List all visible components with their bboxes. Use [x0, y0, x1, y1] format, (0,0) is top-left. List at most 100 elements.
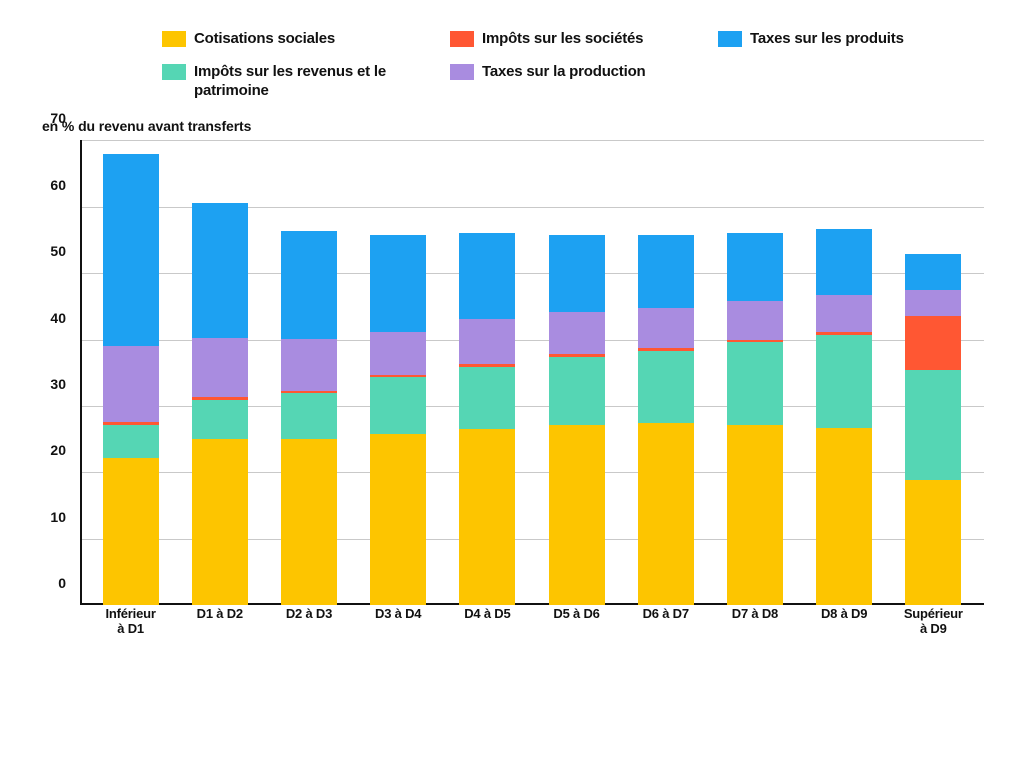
- bar-column: [549, 235, 605, 606]
- bar-segment-taxes-production: [727, 301, 783, 340]
- bars-container: [80, 140, 984, 605]
- legend-label: Taxes sur la production: [482, 63, 646, 82]
- bar-segment-taxes-production: [281, 339, 337, 391]
- bar-segment-taxes-produits: [727, 233, 783, 301]
- bar-segment-cotisations-sociales: [192, 439, 248, 605]
- bar-column: [905, 254, 961, 605]
- bar-segment-taxes-produits: [905, 254, 961, 291]
- bar-segment-impots-revenus-patrimoine: [370, 377, 426, 433]
- legend-item-impots-revenus: Impôts sur les revenus et le patrimoine: [162, 63, 412, 101]
- bar-stack: [370, 235, 426, 605]
- bar-stack: [103, 154, 159, 606]
- bar-column: [727, 233, 783, 606]
- legend-item-impots-societes: Impôts sur les sociétés: [450, 30, 710, 49]
- stacked-bar-chart: Cotisations sociales Impôts sur les soci…: [0, 0, 1024, 768]
- y-axis: 010203040506070: [40, 140, 72, 605]
- bar-segment-impots-revenus-patrimoine: [905, 370, 961, 480]
- legend-swatch: [450, 31, 474, 47]
- y-tick-label: 0: [58, 575, 66, 591]
- x-axis-labels: Inférieur à D1 D1 à D2 D2 à D3 D3 à D4 D4 à …: [80, 607, 984, 635]
- bar-segment-taxes-production: [192, 338, 248, 397]
- bar-stack: [816, 229, 872, 606]
- bar-segment-taxes-production: [103, 346, 159, 422]
- bar-segment-impots-revenus-patrimoine: [638, 351, 694, 423]
- bar-segment-taxes-production: [459, 319, 515, 364]
- bar-column: [638, 235, 694, 606]
- bar-segment-cotisations-sociales: [370, 434, 426, 605]
- y-tick-label: 40: [50, 310, 66, 326]
- bar-column: [281, 231, 337, 606]
- bar-segment-cotisations-sociales: [281, 439, 337, 606]
- x-tick-label: D4 à D5: [447, 607, 527, 635]
- bar-stack: [459, 233, 515, 605]
- x-tick-label: D6 à D7: [626, 607, 706, 635]
- x-tick-label: D8 à D9: [804, 607, 884, 635]
- x-tick-label: Supérieur à D9: [893, 607, 973, 635]
- bar-segment-cotisations-sociales: [459, 429, 515, 606]
- y-tick-label: 60: [50, 177, 66, 193]
- bar-column: [192, 203, 248, 605]
- y-tick-label: 50: [50, 243, 66, 259]
- bar-segment-impots-revenus-patrimoine: [816, 335, 872, 428]
- bar-column: [103, 154, 159, 606]
- bar-segment-taxes-produits: [370, 235, 426, 332]
- bar-segment-taxes-production: [816, 295, 872, 332]
- chart-legend: Cotisations sociales Impôts sur les soci…: [122, 30, 902, 100]
- bar-segment-impots-revenus-patrimoine: [103, 425, 159, 458]
- bar-segment-cotisations-sociales: [549, 425, 605, 605]
- bar-segment-cotisations-sociales: [103, 458, 159, 605]
- bar-segment-impots-revenus-patrimoine: [281, 393, 337, 438]
- bar-stack: [549, 235, 605, 606]
- plot-area: 010203040506070 Inférieur à D1D1 à D2D2 …: [40, 140, 984, 635]
- x-tick-label: D1 à D2: [180, 607, 260, 635]
- bar-segment-taxes-production: [905, 290, 961, 315]
- bar-segment-cotisations-sociales: [727, 425, 783, 606]
- x-tick-label: Inférieur à D1: [91, 607, 171, 635]
- bar-segment-taxes-produits: [638, 235, 694, 309]
- bar-stack: [727, 233, 783, 606]
- bar-stack: [638, 235, 694, 606]
- bar-segment-taxes-production: [638, 308, 694, 348]
- bar-segment-impots-societes: [905, 316, 961, 370]
- bar-segment-cotisations-sociales: [816, 428, 872, 605]
- x-tick-label: D2 à D3: [269, 607, 349, 635]
- bar-segment-taxes-produits: [549, 235, 605, 312]
- bar-segment-taxes-produits: [103, 154, 159, 347]
- bar-stack: [905, 254, 961, 605]
- y-tick-label: 10: [50, 509, 66, 525]
- bar-stack: [281, 231, 337, 606]
- bar-segment-taxes-production: [549, 312, 605, 355]
- bar-column: [816, 229, 872, 606]
- legend-swatch: [162, 64, 186, 80]
- legend-label: Taxes sur les produits: [750, 30, 904, 49]
- y-tick-label: 70: [50, 110, 66, 126]
- chart-subtitle: en % du revenu avant transferts: [42, 118, 984, 134]
- legend-item-cotisations: Cotisations sociales: [162, 30, 442, 49]
- bar-segment-impots-revenus-patrimoine: [192, 400, 248, 439]
- bar-segment-taxes-produits: [459, 233, 515, 319]
- bar-segment-impots-revenus-patrimoine: [549, 357, 605, 425]
- legend-item-taxes-produits: Taxes sur les produits: [718, 30, 958, 49]
- legend-label: Impôts sur les revenus et le patrimoine: [194, 63, 412, 101]
- bar-column: [370, 235, 426, 605]
- bar-segment-taxes-production: [370, 332, 426, 375]
- legend-item-taxes-production: Taxes sur la production: [450, 63, 710, 101]
- legend-label: Impôts sur les sociétés: [482, 30, 643, 49]
- bar-segment-impots-revenus-patrimoine: [459, 367, 515, 429]
- legend-swatch: [162, 31, 186, 47]
- legend-swatch: [450, 64, 474, 80]
- bar-segment-taxes-produits: [281, 231, 337, 339]
- bar-segment-cotisations-sociales: [905, 480, 961, 605]
- legend-label: Cotisations sociales: [194, 30, 335, 49]
- bar-segment-taxes-produits: [816, 229, 872, 295]
- bar-column: [459, 233, 515, 605]
- y-tick-label: 30: [50, 376, 66, 392]
- bar-segment-impots-revenus-patrimoine: [727, 342, 783, 424]
- x-tick-label: D5 à D6: [537, 607, 617, 635]
- bar-stack: [192, 203, 248, 605]
- x-tick-label: D3 à D4: [358, 607, 438, 635]
- x-tick-label: D7 à D8: [715, 607, 795, 635]
- bar-segment-cotisations-sociales: [638, 423, 694, 606]
- legend-swatch: [718, 31, 742, 47]
- y-tick-label: 20: [50, 442, 66, 458]
